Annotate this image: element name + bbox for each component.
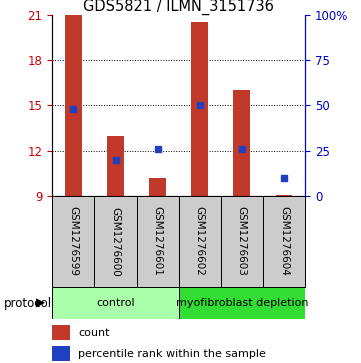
Bar bbox=[52, 196, 95, 287]
Bar bbox=[149, 178, 166, 196]
Title: GDS5821 / ILMN_3151736: GDS5821 / ILMN_3151736 bbox=[83, 0, 274, 15]
Bar bbox=[107, 135, 124, 196]
Bar bbox=[52, 325, 70, 340]
Bar bbox=[191, 22, 208, 196]
Text: protocol: protocol bbox=[4, 297, 52, 310]
Bar bbox=[179, 287, 305, 319]
Bar bbox=[275, 195, 292, 196]
Bar bbox=[221, 196, 263, 287]
Bar bbox=[179, 196, 221, 287]
Text: GSM1276602: GSM1276602 bbox=[195, 207, 205, 276]
Bar bbox=[95, 196, 136, 287]
Text: GSM1276604: GSM1276604 bbox=[279, 207, 289, 276]
Text: myofibroblast depletion: myofibroblast depletion bbox=[175, 298, 308, 308]
Bar bbox=[65, 15, 82, 196]
Bar bbox=[263, 196, 305, 287]
Text: GSM1276601: GSM1276601 bbox=[153, 207, 163, 276]
Bar bbox=[234, 90, 250, 196]
Text: ▶: ▶ bbox=[36, 297, 45, 310]
Text: control: control bbox=[96, 298, 135, 308]
Text: GSM1276600: GSM1276600 bbox=[110, 207, 121, 276]
Bar bbox=[52, 346, 70, 361]
Bar bbox=[136, 196, 179, 287]
Bar bbox=[52, 287, 179, 319]
Text: count: count bbox=[78, 328, 110, 338]
Text: percentile rank within the sample: percentile rank within the sample bbox=[78, 349, 266, 359]
Text: GSM1276599: GSM1276599 bbox=[68, 207, 78, 276]
Text: GSM1276603: GSM1276603 bbox=[237, 207, 247, 276]
